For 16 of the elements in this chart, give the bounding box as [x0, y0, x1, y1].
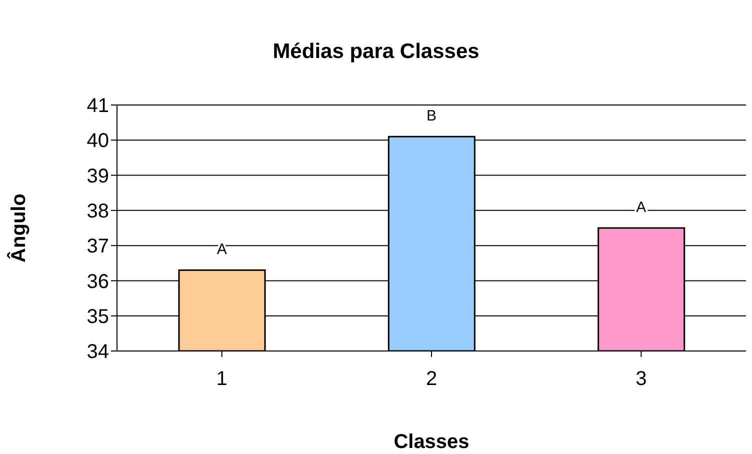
y-axis-title: Ângulo	[7, 194, 30, 262]
y-tick-label: 34	[86, 341, 109, 364]
y-tick-label: 36	[86, 270, 109, 293]
x-tick-label: 2	[426, 368, 438, 390]
x-tick-label: 1	[216, 368, 228, 390]
annotation: A	[216, 241, 227, 258]
annotation: B	[426, 108, 437, 125]
y-tick-label: 35	[86, 306, 109, 328]
y-tick-label: 39	[86, 165, 109, 188]
x-tick-label: 3	[636, 368, 647, 390]
y-tick-label: 38	[86, 200, 109, 223]
y-tick-label: 41	[86, 95, 109, 118]
y-tick-label: 40	[86, 130, 109, 152]
y-tick-label: 37	[86, 236, 109, 258]
x-axis-title: Classes	[394, 431, 470, 453]
chart-title: Médias para Classes	[272, 40, 480, 64]
